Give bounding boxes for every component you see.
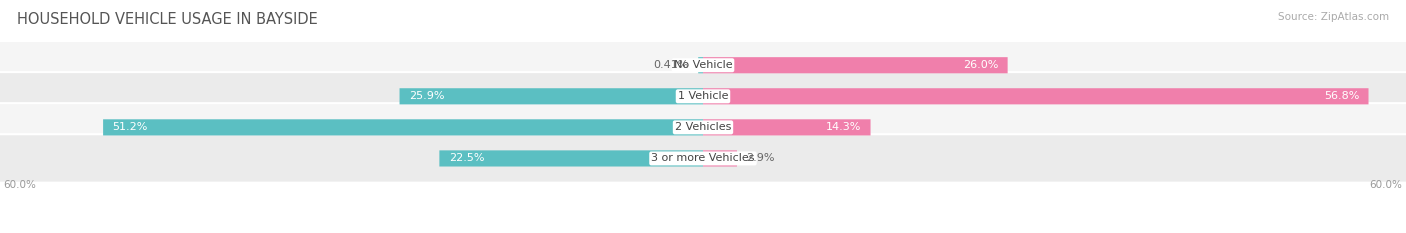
Text: 2 Vehicles: 2 Vehicles — [675, 122, 731, 132]
FancyBboxPatch shape — [0, 41, 1406, 89]
FancyBboxPatch shape — [439, 150, 703, 167]
Text: 3 or more Vehicles: 3 or more Vehicles — [651, 154, 755, 163]
Text: 56.8%: 56.8% — [1324, 91, 1360, 101]
Text: 25.9%: 25.9% — [409, 91, 444, 101]
FancyBboxPatch shape — [0, 103, 1406, 152]
Text: 2.9%: 2.9% — [747, 154, 775, 163]
Text: 26.0%: 26.0% — [963, 60, 998, 70]
Text: 60.0%: 60.0% — [1369, 180, 1403, 190]
FancyBboxPatch shape — [699, 57, 703, 73]
FancyBboxPatch shape — [703, 119, 870, 135]
Text: 1 Vehicle: 1 Vehicle — [678, 91, 728, 101]
FancyBboxPatch shape — [0, 134, 1406, 183]
FancyBboxPatch shape — [399, 88, 703, 104]
Text: 60.0%: 60.0% — [3, 180, 37, 190]
FancyBboxPatch shape — [103, 119, 703, 135]
FancyBboxPatch shape — [0, 72, 1406, 120]
Text: 22.5%: 22.5% — [449, 154, 484, 163]
Text: No Vehicle: No Vehicle — [673, 60, 733, 70]
Text: 14.3%: 14.3% — [825, 122, 860, 132]
FancyBboxPatch shape — [703, 150, 737, 167]
Text: Source: ZipAtlas.com: Source: ZipAtlas.com — [1278, 12, 1389, 22]
Text: 0.41%: 0.41% — [654, 60, 689, 70]
FancyBboxPatch shape — [703, 57, 1008, 73]
FancyBboxPatch shape — [703, 88, 1368, 104]
Text: 51.2%: 51.2% — [112, 122, 148, 132]
Text: HOUSEHOLD VEHICLE USAGE IN BAYSIDE: HOUSEHOLD VEHICLE USAGE IN BAYSIDE — [17, 12, 318, 27]
